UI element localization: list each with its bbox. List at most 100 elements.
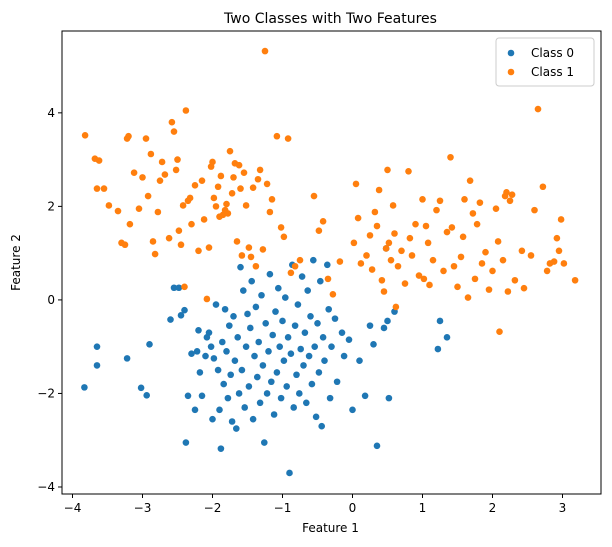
scatter-point: [105, 202, 113, 209]
scatter-point: [511, 276, 519, 284]
scatter-point: [188, 220, 195, 228]
scatter-point: [329, 291, 337, 298]
scatter-point: [454, 283, 461, 291]
scatter-point: [272, 308, 279, 315]
scatter-point: [125, 132, 132, 140]
scatter-point: [338, 329, 346, 336]
scatter-point: [196, 369, 204, 376]
scatter-point: [231, 357, 239, 365]
scatter-point: [291, 262, 299, 270]
scatter-point: [248, 277, 255, 285]
scatter-point: [198, 177, 206, 184]
scatter-point: [290, 404, 298, 411]
scatter-point: [461, 196, 468, 203]
scatter-point: [216, 406, 223, 414]
legend-label: Class 0: [531, 46, 574, 60]
scatter-point: [143, 392, 150, 399]
scatter-point: [284, 135, 292, 142]
scatter-point: [436, 197, 444, 205]
scatter-point: [158, 158, 166, 166]
scatter-point: [170, 128, 178, 135]
scatter-point: [373, 442, 381, 450]
scatter-point: [240, 169, 248, 177]
scatter-point: [436, 317, 444, 325]
scatter-point: [315, 369, 323, 376]
scatter-point: [123, 355, 131, 362]
scatter-point: [259, 362, 267, 369]
scatter-point: [81, 384, 88, 391]
scatter-point: [238, 366, 246, 374]
scatter-point: [179, 202, 187, 209]
scatter-point: [324, 275, 332, 283]
scatter-point: [268, 378, 275, 386]
scatter-point: [195, 247, 202, 255]
scatter-point: [464, 294, 472, 301]
scatter-point: [214, 183, 222, 191]
scatter-point: [191, 182, 199, 189]
scatter-point: [398, 247, 405, 255]
scatter-point: [182, 107, 190, 114]
scatter-point: [168, 118, 176, 126]
scatter-point: [186, 194, 194, 202]
scatter-point: [429, 256, 437, 264]
scatter-point: [394, 262, 402, 270]
scatter-point: [550, 258, 558, 265]
scatter-point: [310, 192, 318, 200]
scatter-point: [156, 177, 164, 184]
scatter-point: [242, 202, 250, 209]
scatter-point: [426, 281, 433, 289]
scatter-point: [223, 200, 230, 208]
scatter-point: [249, 184, 257, 191]
scatter-point: [415, 272, 423, 279]
scatter-point: [270, 411, 278, 418]
scatter-point: [261, 47, 269, 55]
scatter-point: [385, 394, 393, 402]
scatter-point: [161, 171, 169, 178]
scatter-point: [167, 316, 174, 323]
scatter-point: [280, 233, 288, 241]
scatter-point: [303, 399, 310, 407]
scatter-point: [269, 331, 277, 339]
scatter-point: [273, 132, 281, 140]
scatter-point: [126, 220, 134, 228]
x-tick-label: −3: [134, 501, 152, 515]
scatter-point: [251, 352, 258, 360]
scatter-point: [328, 343, 335, 350]
scatter-point: [380, 288, 388, 295]
scatter-point: [482, 248, 489, 256]
scatter-point: [392, 303, 400, 311]
scatter-point: [319, 218, 327, 225]
scatter-point: [420, 275, 428, 283]
scatter-point: [223, 348, 230, 355]
scatter-point: [310, 256, 317, 264]
scatter-point: [371, 208, 379, 216]
scatter-point: [543, 267, 551, 275]
series-1: [81, 47, 579, 336]
scatter-point: [301, 329, 309, 336]
scatter-point: [368, 266, 376, 273]
scatter-point: [146, 341, 153, 348]
scatter-point: [508, 191, 516, 198]
scatter-point: [266, 208, 274, 216]
scatter-point: [560, 260, 568, 267]
scatter-point: [382, 245, 390, 252]
y-tick-label: −4: [37, 480, 55, 494]
scatter-point: [518, 247, 526, 255]
scatter-point: [370, 341, 377, 348]
scatter-point: [307, 312, 314, 320]
scatter-point: [319, 334, 327, 341]
legend: Class 0 Class 1: [495, 37, 595, 87]
y-tick-label: 2: [47, 199, 55, 213]
scatter-point: [378, 276, 386, 284]
scatter-point: [93, 362, 101, 369]
scatter-point: [238, 252, 246, 259]
legend-marker: [507, 49, 515, 57]
scatter-point: [182, 439, 190, 446]
x-tick-label: −4: [64, 501, 82, 515]
scatter-point: [503, 189, 510, 196]
scatter-point: [315, 227, 323, 234]
scatter-point: [181, 283, 188, 291]
scatter-point: [95, 157, 103, 164]
scatter-point: [137, 384, 145, 392]
